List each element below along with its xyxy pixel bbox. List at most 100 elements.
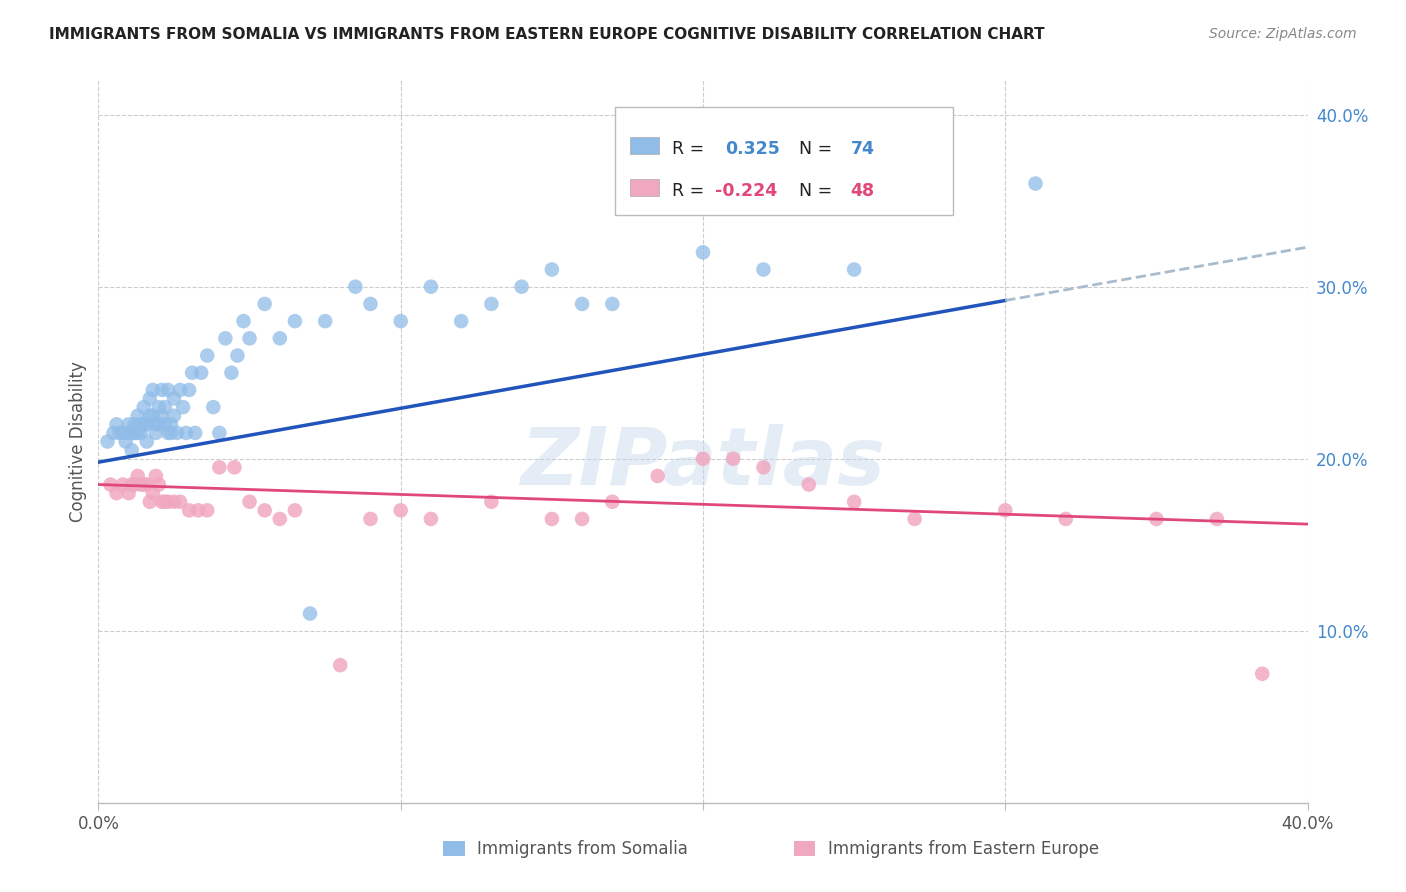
Point (224, 460, 246, 475)
Point (1054, 512, 1077, 526)
Point (179, 503, 201, 517)
Point (139, 409, 162, 423)
Point (723, 451, 745, 466)
Point (153, 417, 176, 432)
Point (166, 425, 188, 440)
Point (174, 425, 197, 440)
Point (103, 425, 125, 440)
Point (153, 400, 176, 414)
Point (844, 262, 866, 277)
Text: 48: 48 (851, 182, 875, 200)
Point (148, 477, 170, 491)
Point (121, 443, 143, 458)
Point (111, 425, 134, 440)
Point (647, 469, 669, 483)
FancyBboxPatch shape (630, 136, 659, 154)
Point (190, 366, 212, 380)
Point (153, 494, 176, 508)
Point (208, 460, 231, 475)
FancyBboxPatch shape (443, 841, 465, 855)
Point (299, 607, 322, 621)
Point (118, 417, 141, 432)
Text: R =: R = (672, 140, 714, 158)
Point (540, 512, 562, 526)
Point (150, 494, 173, 508)
FancyBboxPatch shape (793, 841, 815, 855)
Point (208, 425, 231, 440)
Point (118, 486, 141, 500)
Point (124, 477, 146, 491)
Point (934, 194, 956, 208)
Point (105, 417, 128, 432)
Point (844, 494, 866, 508)
Point (602, 494, 624, 508)
Point (692, 451, 714, 466)
Point (195, 503, 218, 517)
Point (121, 477, 143, 491)
Point (253, 297, 276, 311)
Point (127, 469, 149, 483)
Point (163, 392, 186, 406)
Point (160, 417, 183, 432)
Point (602, 297, 624, 311)
Point (752, 262, 775, 277)
Point (145, 469, 167, 483)
Point (344, 279, 367, 293)
Point (904, 512, 927, 526)
Text: Source: ZipAtlas.com: Source: ZipAtlas.com (1209, 27, 1357, 41)
Point (389, 503, 412, 517)
Point (135, 417, 157, 432)
Point (269, 512, 291, 526)
Point (150, 409, 173, 423)
Point (239, 494, 262, 508)
Point (420, 279, 443, 293)
Point (269, 331, 291, 345)
Point (135, 477, 157, 491)
Point (132, 400, 155, 414)
Point (129, 425, 152, 440)
Point (96, 434, 118, 449)
Point (187, 503, 209, 517)
Text: R =: R = (672, 182, 709, 200)
Text: -0.224: -0.224 (716, 182, 778, 200)
Point (163, 409, 186, 423)
Point (994, 503, 1017, 517)
Text: 0.325: 0.325 (724, 140, 780, 158)
Point (284, 314, 307, 328)
Point (169, 383, 191, 397)
Text: IMMIGRANTS FROM SOMALIA VS IMMIGRANTS FROM EASTERN EUROPE COGNITIVE DISABILITY C: IMMIGRANTS FROM SOMALIA VS IMMIGRANTS FR… (49, 27, 1045, 42)
Point (132, 477, 155, 491)
Point (181, 366, 204, 380)
Point (114, 434, 136, 449)
Text: 74: 74 (851, 140, 875, 158)
Text: Immigrants from Eastern Europe: Immigrants from Eastern Europe (828, 840, 1098, 858)
Point (142, 486, 165, 500)
Point (129, 477, 152, 491)
Point (169, 494, 191, 508)
Point (510, 279, 533, 293)
Point (571, 297, 593, 311)
Point (232, 314, 254, 328)
Point (540, 262, 562, 277)
Point (148, 400, 170, 414)
Point (797, 477, 820, 491)
Point (111, 477, 134, 491)
Point (148, 417, 170, 432)
Point (239, 331, 262, 345)
Point (150, 383, 173, 397)
Point (124, 425, 146, 440)
Point (145, 417, 167, 432)
Point (1024, 177, 1046, 191)
Point (156, 425, 179, 440)
Point (139, 392, 162, 406)
Point (221, 366, 243, 380)
Point (142, 383, 165, 397)
Point (1206, 512, 1229, 526)
Point (420, 512, 443, 526)
Point (156, 494, 179, 508)
Point (100, 477, 122, 491)
Point (450, 314, 472, 328)
Point (127, 425, 149, 440)
Point (172, 400, 194, 414)
Point (156, 383, 179, 397)
